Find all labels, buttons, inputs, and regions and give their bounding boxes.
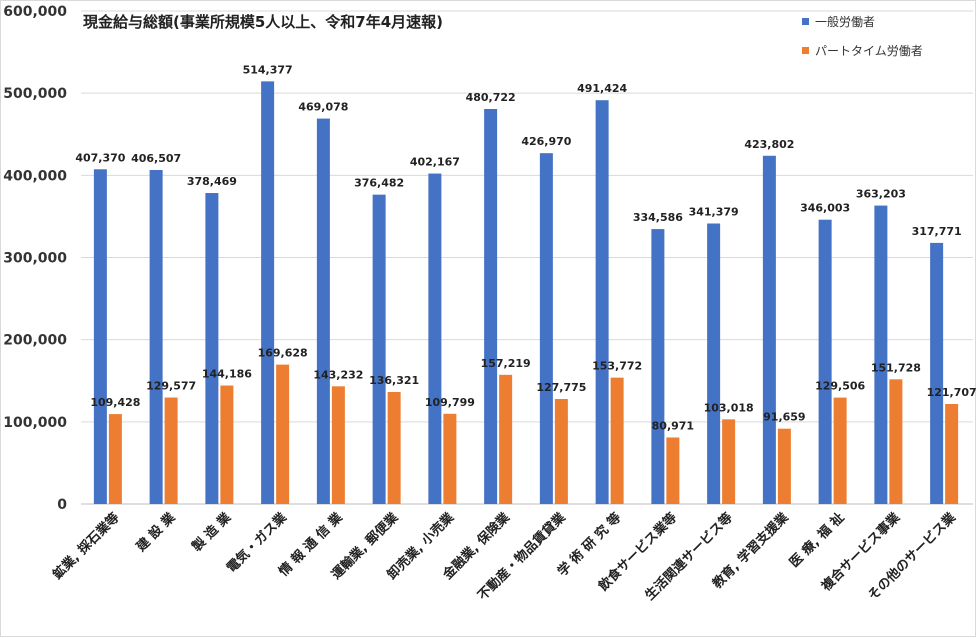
data-label-parttime: 129,577	[146, 380, 196, 393]
y-tick-label: 400,000	[3, 168, 67, 184]
bar-parttime	[610, 377, 624, 504]
data-label-parttime: 136,321	[369, 374, 419, 387]
bar-parttime	[833, 397, 847, 504]
bar-general	[818, 219, 832, 504]
data-label-parttime: 121,707	[927, 386, 976, 399]
category-label: 製 造 業	[188, 509, 235, 556]
data-label-parttime: 169,628	[258, 347, 308, 360]
chart-title: 現金給与総額(事業所規模5人以上、令和7年4月速報)	[83, 13, 443, 31]
data-label-general: 402,167	[410, 156, 460, 169]
bars	[93, 81, 959, 505]
data-label-general: 423,802	[744, 138, 794, 151]
y-tick-label: 200,000	[3, 333, 67, 349]
data-label-general: 376,482	[354, 177, 404, 190]
legend-swatch-general	[802, 18, 809, 25]
bar-parttime	[164, 397, 178, 504]
y-axis-ticks: 0 100,000 200,000 300,000 400,000 500,000 600,…	[3, 4, 67, 513]
y-tick-label: 300,000	[3, 251, 67, 267]
data-label-parttime: 157,219	[481, 357, 531, 370]
bar-general	[205, 193, 219, 504]
bar-general	[316, 118, 330, 504]
bar-parttime	[777, 428, 791, 504]
data-label-general: 469,078	[298, 101, 348, 114]
data-label-general: 406,507	[131, 152, 181, 165]
data-label-parttime: 129,506	[815, 380, 865, 393]
data-label-parttime: 144,186	[202, 368, 252, 381]
bar-parttime	[554, 399, 568, 504]
data-label-general: 426,970	[521, 135, 571, 148]
bar-general	[484, 109, 498, 504]
data-label-general: 346,003	[800, 202, 850, 215]
bar-parttime	[108, 414, 122, 504]
data-label-general: 480,722	[466, 91, 516, 104]
legend-label-general: 一般労働者	[815, 14, 875, 29]
data-label-parttime: 80,971	[652, 419, 694, 432]
bar-general	[651, 229, 665, 504]
bar-parttime	[387, 391, 401, 504]
data-label-general: 363,203	[856, 188, 906, 201]
data-label-parttime: 143,232	[313, 368, 363, 381]
data-label-general: 341,379	[689, 206, 739, 219]
data-label-parttime: 109,428	[90, 396, 140, 409]
y-tick-label: 600,000	[3, 4, 67, 20]
data-label-general: 378,469	[187, 175, 237, 188]
data-label-general: 514,377	[243, 63, 293, 76]
y-tick-label: 0	[57, 497, 67, 513]
bar-parttime	[276, 364, 290, 504]
data-label-general: 334,586	[633, 211, 683, 224]
data-label-parttime: 151,728	[871, 361, 921, 374]
data-label-parttime: 103,018	[704, 401, 754, 414]
category-label: 建 設 業	[133, 509, 179, 555]
bar-general	[874, 205, 888, 504]
legend: 一般労働者 パートタイム労働者	[802, 14, 923, 58]
category-label: 医 療, 福 祉	[786, 510, 847, 571]
legend-label-parttime: パートタイム労働者	[815, 44, 923, 58]
bar-parttime	[499, 374, 513, 504]
bar-general	[372, 194, 386, 504]
bar-general	[539, 153, 553, 505]
data-label-general: 407,370	[75, 151, 125, 164]
data-labels: 407,370 109,428 406,507 129,577 378,469 144,1…	[75, 63, 976, 432]
data-label-general: 491,424	[577, 82, 627, 95]
bar-parttime	[666, 437, 680, 504]
bar-general	[595, 100, 609, 504]
legend-swatch-parttime	[802, 47, 809, 54]
y-tick-label: 100,000	[3, 415, 67, 431]
data-label-parttime: 153,772	[592, 360, 642, 373]
y-tick-label: 500,000	[3, 86, 67, 102]
bar-parttime	[443, 413, 457, 504]
data-label-parttime: 109,799	[425, 396, 475, 409]
bar-parttime	[945, 403, 959, 504]
bar-general	[762, 155, 776, 505]
data-label-parttime: 127,775	[536, 381, 586, 394]
bar-general	[261, 81, 275, 504]
data-label-general: 317,771	[912, 225, 962, 238]
bar-general	[428, 173, 442, 504]
bar-general	[93, 169, 107, 504]
bar-general	[930, 242, 944, 504]
category-label: 鉱業, 採石業等	[50, 510, 123, 583]
bar-general	[707, 223, 721, 505]
category-labels: 鉱業, 採石業等建 設 業製 造 業電気・ガス業情 報 通 信 業運輸業, 郵便…	[50, 509, 960, 604]
bar-parttime	[331, 386, 345, 504]
bar-parttime	[220, 385, 234, 504]
bar-parttime	[889, 379, 903, 504]
bar-parttime	[722, 419, 736, 504]
bar-general	[149, 169, 163, 504]
data-label-parttime: 91,659	[763, 411, 805, 424]
